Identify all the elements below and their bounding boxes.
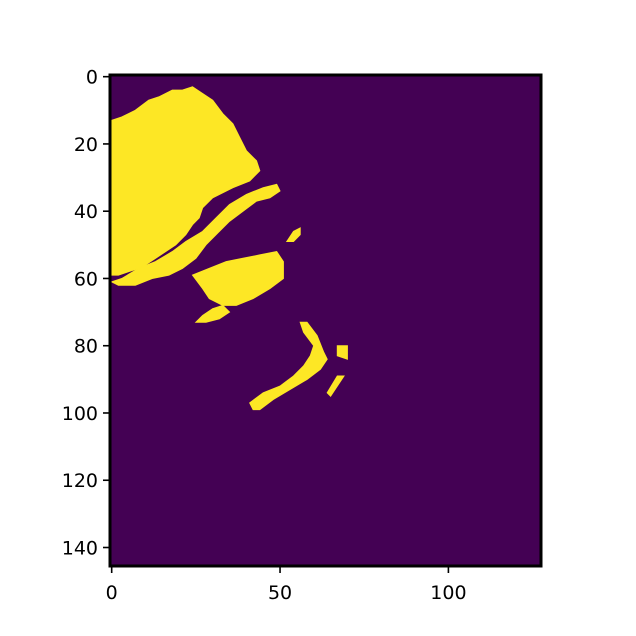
mask-region-small-fragment-near-45: [285, 227, 301, 242]
x-tick-label: 100: [430, 582, 466, 604]
mask-region-small-right-piece-82: [336, 345, 348, 360]
mask-region-large-upper-left-region: [111, 86, 261, 276]
mask-region-small-fragment-near-70: [194, 304, 231, 323]
axis-ticks: 0 50 100 0 20 40 60 80 100 120 140: [62, 67, 467, 604]
axes-frame: [108, 73, 543, 568]
mask-region-small-right-piece-90: [326, 375, 345, 397]
plot-area: [108, 73, 543, 568]
mask-region-lower-branch-region: [191, 251, 284, 306]
y-tick-label: 100: [62, 403, 98, 425]
y-tick-label: 0: [86, 67, 98, 89]
y-tick-label: 40: [74, 201, 98, 223]
x-tick-label: 50: [268, 582, 292, 604]
y-tick-label: 140: [62, 538, 98, 560]
mask-region-middle-branch-region: [110, 183, 281, 286]
x-tick-label: 0: [106, 582, 118, 604]
mask-region-diagonal-streak: [249, 321, 328, 411]
y-tick-label: 80: [74, 336, 98, 358]
y-tick-label: 60: [74, 268, 98, 290]
y-tick-label: 20: [74, 134, 98, 156]
y-tick-label: 120: [62, 470, 98, 492]
